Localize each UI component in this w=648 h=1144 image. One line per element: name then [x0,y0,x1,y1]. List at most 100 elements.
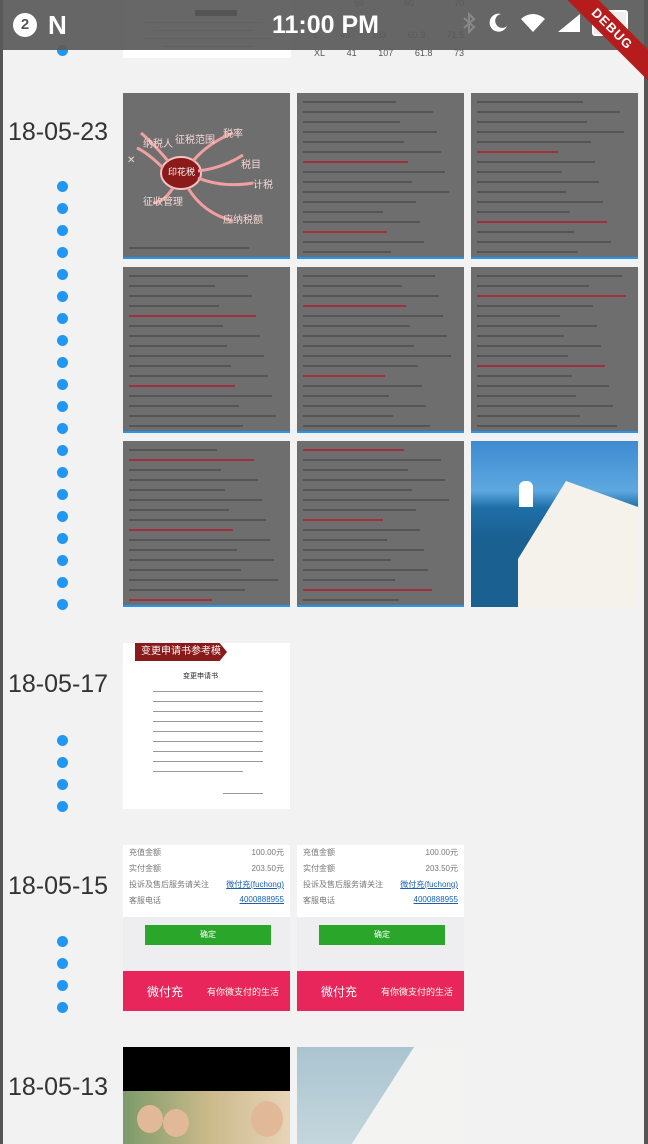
doc-line [303,539,387,541]
doc-line [303,519,383,521]
thumb-underline [471,257,638,259]
timeline-dot [57,511,68,522]
payment-receipt-thumbnail[interactable]: 充值金额 100.00元 实付金额 203.50元 投诉及售后服务请关注 微付充(fu… [123,845,290,1011]
thumb-underline [123,431,290,433]
family-photo-thumbnail[interactable] [123,1047,290,1144]
timeline-dot [57,269,68,280]
svg-text:计税: 计税 [253,178,273,191]
doc-line [477,325,597,327]
document-thumbnail[interactable] [123,267,290,433]
face-shape [251,1101,283,1137]
doc-line [477,275,622,277]
doc-line [477,365,605,367]
doc-line [303,529,420,531]
mindmap-thumbnail[interactable]: 纳税人 ✕ 征税范围 税率 税目 计税 应纳税额 征收管理 印花税 [123,93,290,259]
payment-receipt-thumbnail[interactable]: 充值金额 100.00元 实付金额 203.50元 投诉及售后服务请关注 微付充(fu… [297,845,464,1011]
document-thumbnail[interactable] [471,93,638,259]
face-shape [137,1105,163,1133]
doc-line [477,315,560,317]
timeline-dot [57,801,68,812]
document-thumbnail[interactable] [297,93,464,259]
notification-count-badge: 2 [13,13,37,37]
doc-line [303,131,437,133]
doc-line [129,425,243,427]
doc-line [303,325,410,327]
doc-line [129,449,217,451]
timeline-dot [57,1002,68,1013]
receipt-row: 客服电话 4000888955 [129,895,284,905]
doc-line [303,151,441,153]
doc-line [303,345,414,347]
doc-line [153,721,263,722]
doc-line [303,375,385,377]
signal-icon [558,14,580,32]
doc-line [129,549,237,551]
doc-line [477,425,617,427]
doc-line [129,375,268,377]
svg-text:征收管理: 征收管理 [143,195,183,208]
timeline-dot [57,599,68,610]
receipt-row: 投诉及售后服务请关注 微付充(fuchong) [303,880,458,889]
doc-line [303,251,391,253]
doc-line [129,479,258,481]
doc-line [153,711,263,712]
doc-line [303,191,449,193]
document-thumbnail[interactable] [471,267,638,433]
thumb-underline [297,257,464,259]
document-thumbnail[interactable] [297,441,464,607]
doc-line [129,519,266,521]
thumb-underline [123,605,290,607]
certificate-thumbnail[interactable]: 变更申请书参考模板 变更申请书 [123,643,290,809]
svg-text:应纳税额: 应纳税额 [223,213,263,226]
thumb-underline [297,431,464,433]
svg-text:印花税: 印花税 [168,166,195,178]
receipt-row: 客服电话 4000888955 [303,895,458,905]
white-wall-shape [337,1047,464,1144]
doc-line [303,499,449,501]
doc-line [303,295,439,297]
confirm-button: 确定 [319,925,445,945]
doc-line [477,385,609,387]
timeline-dot [57,555,68,566]
receipt-row: 实付金额 203.50元 [303,864,458,873]
doc-line [477,375,572,377]
doc-line [303,315,443,317]
cert-title: 变更申请书 [183,673,218,680]
architecture-photo-thumbnail[interactable] [297,1047,464,1144]
timeline-dot [57,577,68,588]
svg-text:税目: 税目 [241,158,261,171]
doc-line [303,385,422,387]
doc-line [129,539,270,541]
photo-thumbnail-seaside[interactable] [471,441,638,607]
doc-line [303,469,408,471]
doc-line [477,151,558,153]
doc-line [477,405,613,407]
doc-line [477,345,601,347]
doc-line [129,275,248,277]
timeline-dot [57,335,68,346]
svg-text:税率: 税率 [223,127,243,140]
status-time: 11:00 PM [272,11,380,39]
doc-line [303,111,433,113]
doc-line [129,385,235,387]
receipt-row: 充值金额 100.00元 [303,848,458,857]
doc-line [303,221,420,223]
doc-line [303,365,418,367]
doc-line [477,161,595,163]
doc-line [129,569,241,571]
doc-line [129,509,229,511]
doc-line [129,365,231,367]
doc-line [129,589,245,591]
document-thumbnail[interactable] [123,441,290,607]
timeline-dot [57,379,68,390]
doc-line [477,181,599,183]
svg-text:✕: ✕ [127,155,135,166]
doc-line [153,731,263,732]
document-thumbnail[interactable] [297,267,464,433]
doc-line [129,295,252,297]
brand-banner: 微付充 有你微支付的生活 [123,971,290,1011]
doc-line [303,479,445,481]
doc-line [477,131,624,133]
doc-line [303,231,387,233]
thumb-underline [297,605,464,607]
